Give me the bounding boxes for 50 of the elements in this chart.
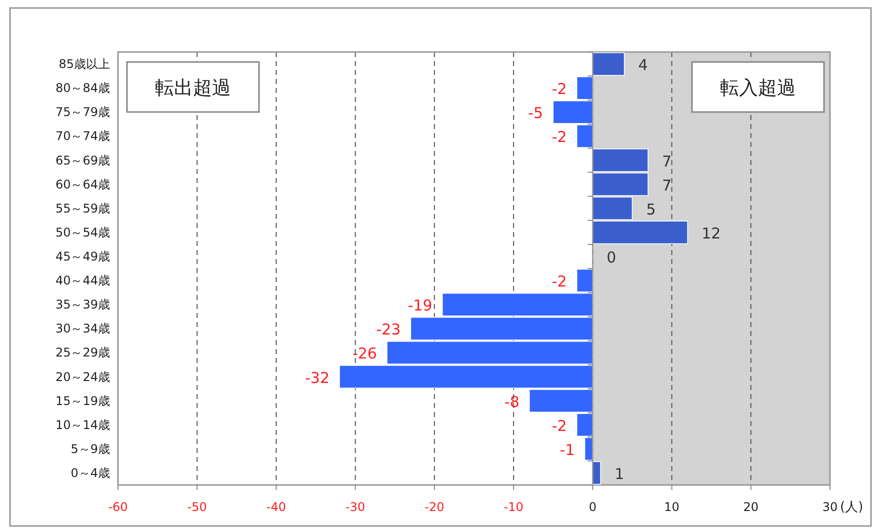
y-tick-label: 70～74歳 — [55, 129, 110, 144]
data-label: -2 — [552, 80, 567, 98]
y-tick-label: 65～69歳 — [55, 153, 110, 168]
data-label: 7 — [662, 176, 672, 194]
y-tick-label: 55～59歳 — [55, 201, 110, 216]
y-tick-label: 80～84歳 — [55, 81, 110, 96]
y-tick-label: 60～64歳 — [55, 177, 110, 192]
data-label: 5 — [646, 200, 656, 218]
x-tick-label: 10 — [664, 500, 680, 514]
data-label: -26 — [352, 344, 377, 363]
data-label: 4 — [638, 56, 648, 74]
data-label: -1 — [560, 440, 575, 459]
y-tick-label: 30～34歳 — [55, 322, 110, 336]
y-tick-label: 0～4歳 — [70, 466, 110, 480]
y-tick-label: 85歳以上 — [58, 57, 110, 72]
x-axis-title: (人) — [840, 500, 864, 515]
data-label: 1 — [614, 464, 624, 483]
y-tick-label: 45～49歳 — [55, 249, 110, 264]
x-tick-label: 30 — [822, 500, 838, 514]
x-tick-label: -20 — [424, 500, 444, 514]
y-tick-label: 50～54歳 — [55, 225, 110, 240]
bar — [592, 52, 625, 76]
x-tick-label: -30 — [346, 500, 366, 514]
data-label: -23 — [376, 320, 401, 339]
x-tick-label: -50 — [187, 500, 207, 514]
y-tick-label: 5～9歳 — [70, 442, 110, 456]
y-tick-label: 20～24歳 — [55, 370, 110, 384]
annotation: 転出超過 — [155, 77, 231, 99]
data-label: -32 — [305, 368, 330, 387]
data-label: 0 — [606, 248, 616, 266]
x-tick-label: -40 — [266, 500, 286, 514]
annotation: 転入超過 — [720, 77, 796, 99]
y-tick-label: 40～44歳 — [55, 274, 110, 288]
data-label: -2 — [552, 416, 567, 435]
data-label: -2 — [552, 128, 567, 146]
y-tick-label: 25～29歳 — [55, 346, 110, 360]
y-tick-label: 75～79歳 — [55, 105, 110, 120]
data-label: -5 — [528, 104, 544, 122]
y-tick-label: 15～19歳 — [55, 394, 110, 408]
x-tick-label: 0 — [588, 500, 596, 514]
y-tick-label: 10～14歳 — [55, 418, 110, 432]
data-label: 12 — [702, 224, 721, 242]
data-label: -8 — [504, 392, 520, 411]
data-label: -2 — [552, 272, 567, 291]
x-tick-label: -10 — [504, 500, 524, 514]
y-tick-label: 35～39歳 — [55, 298, 110, 312]
data-label: -19 — [408, 296, 432, 315]
data-label: 7 — [662, 152, 672, 170]
x-tick-label: 20 — [743, 500, 759, 514]
x-tick-label: -60 — [108, 500, 128, 514]
